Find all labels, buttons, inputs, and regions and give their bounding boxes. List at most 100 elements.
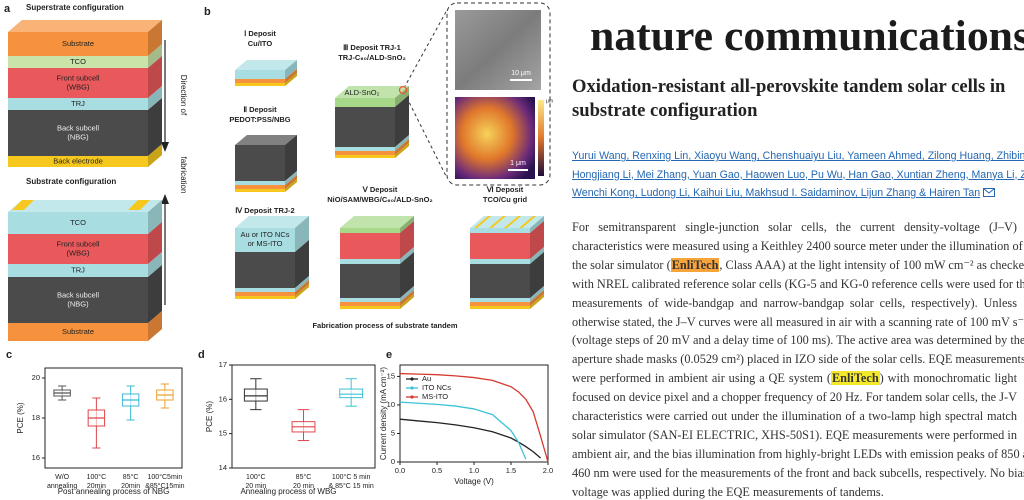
layer-label: Front subcell [57,239,100,248]
layer-side [395,139,409,155]
hidden [0,0,1,1]
text-run: with NREL calibrated reference solar cel… [572,276,1024,291]
panel-label: b [204,6,211,18]
layer-side-shade [395,139,409,155]
paragraph-line: were performed in ambient air using a QE… [572,371,1017,386]
colorbar-unit: μm [546,98,553,104]
paragraph-line: For semitransparent single-junction sola… [572,220,1017,235]
x-tick-label: 2.0 [543,466,553,475]
layer-side-shade [530,286,544,302]
y-tick-label: 16 [32,453,40,462]
step-label: Cu/ITO [248,39,273,48]
layer-side [530,294,544,309]
layer-side-shade [148,200,162,234]
layer [340,233,400,259]
layer-side [285,60,297,79]
x-axis-title: Voltage (V) [454,477,494,486]
paragraph-line: 460 nm were used for the measurements of… [572,466,1024,481]
x-tick-label: &85°C15min [145,482,184,490]
layer-side-shade [395,86,409,107]
highlighted-term: EnliTech [830,371,880,386]
layer-side [395,86,409,107]
layer-side [148,44,162,68]
step-label: TRJ-C₆₀/ALD-SnO₂ [338,53,406,62]
y-axis-title: PCE (%) [16,402,25,433]
step-label: PEDOT:PSS/NBG [229,115,290,124]
cu-grid [504,216,521,228]
paragraph-line: voltage was applied during the EQE measu… [572,485,1017,500]
arrow-head [161,194,169,204]
layer-label: Back subcell [57,290,99,299]
layer [8,110,148,156]
layer-side-shade [530,290,544,306]
layer [335,107,395,147]
layer [8,32,148,56]
text-run: characteristics were measured using a Ke… [572,238,1023,253]
layer-side-shade [148,44,162,68]
stack-top [340,216,414,228]
zoom-line [403,9,448,89]
layer [8,277,148,323]
x-tick-label: 85°C [123,473,139,481]
layer-side-shade [148,311,162,341]
layer-side [295,276,309,292]
envelope-flap [983,188,995,194]
text-run: ) with monochromatic light [879,371,1018,386]
layer-side [285,135,297,181]
layer [340,302,400,306]
layer-side-shade [295,284,309,299]
layer-side-shade [400,286,414,302]
layer [8,98,148,110]
scale-label: 10 μm [511,70,531,77]
x-tick-label: 85°C [296,473,312,481]
y-tick-label: 14 [219,463,227,472]
layer-side [530,290,544,306]
author-line[interactable]: Wenchi Kong, Ludong Li, Kaihui Liu, Makh… [572,187,996,199]
journal-logo: nature communications [590,13,1024,60]
cu-grid [489,216,506,228]
layer-side [400,216,414,233]
layer-side [285,171,297,185]
layer-side-shade [148,56,162,98]
layer-side [285,179,297,192]
highlighted-term: EnliTech [670,257,720,272]
legend-label: Au [422,374,431,383]
box [339,388,364,399]
layer-side-shade [285,171,297,185]
layer [340,298,400,302]
legend-marker [410,395,414,399]
stack-top-shade [235,216,309,228]
electrode [12,200,34,210]
paragraph-line: characteristics were carried out under t… [572,409,1017,424]
stack-top-shade [8,200,162,212]
layer-side-shade [400,252,414,298]
text-run: aperture shade masks (0.0529 cm²) placed… [572,352,1024,367]
y-axis-title: Current density (mA cm⁻²) [379,367,388,460]
layer-label: TCO [70,218,86,227]
layer [340,228,400,233]
layer-side-shade [395,143,409,158]
cu-grid [519,216,536,228]
email-icon[interactable] [983,188,996,197]
article-title: Oxidation-resistant all-perovskite tande… [572,76,1006,97]
x-tick-label: 0.5 [432,466,442,475]
layer [8,264,148,277]
layer-side-shade [148,98,162,156]
layer [235,252,295,288]
layer [235,79,285,83]
stack-top [8,20,162,32]
x-axis-title: Annealing process of WBG [240,487,336,496]
direction-label: Direction of [179,75,188,116]
panel-label: e [386,349,392,361]
layer [8,156,148,167]
layer-side [148,98,162,156]
layer [335,147,395,151]
layer-side [148,252,162,277]
layer-side [530,252,544,298]
legend-label: MS-ITO [422,392,448,401]
x-tick-label: 1.0 [469,466,479,475]
layer-side-shade [148,252,162,277]
layer-side-shade [148,222,162,264]
paragraph-line: focused on device pixel and a chopper fr… [572,390,1017,405]
